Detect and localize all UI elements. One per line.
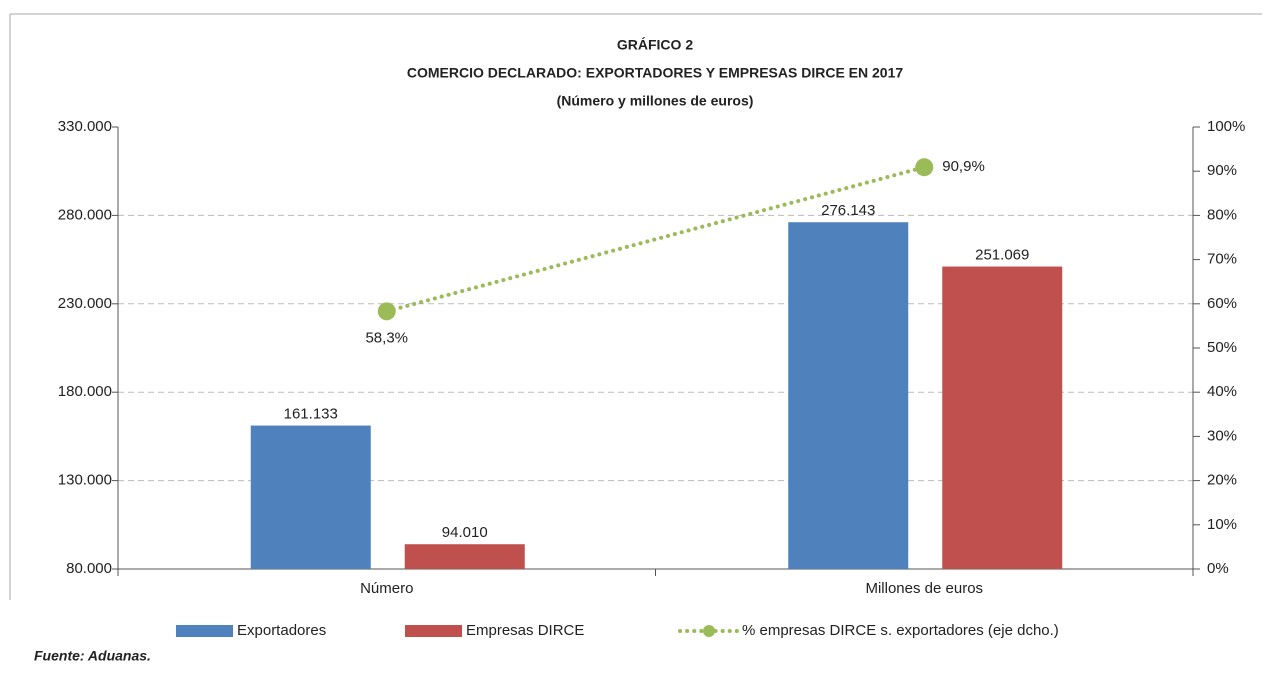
bar <box>404 544 525 569</box>
y2-tick-label: 10% <box>1207 516 1237 533</box>
data-label: 90,9% <box>942 158 985 175</box>
y2-tick-label: 0% <box>1207 560 1229 577</box>
y2-tick-label: 90% <box>1207 162 1237 179</box>
y2-tick-label: 50% <box>1207 339 1237 356</box>
legend-swatch <box>176 625 233 637</box>
bar <box>250 425 371 569</box>
frame <box>9 13 1262 600</box>
chart-subtitle: (Número y millones de euros) <box>557 93 754 109</box>
y2-tick-label: 100% <box>1207 118 1245 135</box>
line-series <box>384 165 927 314</box>
legend-label: Empresas DIRCE <box>466 622 584 639</box>
bar <box>942 266 1063 569</box>
bar <box>788 222 909 569</box>
y2-tick-label: 80% <box>1207 206 1237 223</box>
y2-tick-label: 20% <box>1207 472 1237 489</box>
chart-title: COMERCIO DECLARADO: EXPORTADORES Y EMPRE… <box>407 65 904 81</box>
x-tick-label: Millones de euros <box>865 580 983 597</box>
line-point <box>915 158 934 177</box>
y2-tick-label: 40% <box>1207 383 1237 400</box>
chart-title: GRÁFICO 2 <box>617 37 693 53</box>
y2-tick-label: 30% <box>1207 427 1237 444</box>
line-point <box>377 302 396 321</box>
legend-label: % empresas DIRCE s. exportadores (eje dc… <box>742 622 1059 639</box>
y2-tick-label: 70% <box>1207 251 1237 268</box>
x-tick-label: Número <box>360 580 413 597</box>
data-label: 94.010 <box>442 524 488 541</box>
data-label: 161.133 <box>284 406 338 423</box>
data-label: 58,3% <box>365 329 408 346</box>
source-note: Fuente: Aduanas. <box>34 648 151 664</box>
data-label: 276.143 <box>821 202 875 219</box>
legend-swatch <box>405 625 462 637</box>
y-tick-label: 280.000 <box>58 206 112 223</box>
legend-swatch <box>703 625 715 637</box>
y-tick-label: 130.000 <box>58 472 112 489</box>
data-label: 251.069 <box>975 247 1029 264</box>
y-tick-label: 230.000 <box>58 295 112 312</box>
y-tick-label: 80.000 <box>66 560 112 577</box>
legend-label: Exportadores <box>237 622 326 639</box>
y2-tick-label: 60% <box>1207 295 1237 312</box>
y-tick-label: 180.000 <box>58 383 112 400</box>
y-tick-label: 330.000 <box>58 118 112 135</box>
